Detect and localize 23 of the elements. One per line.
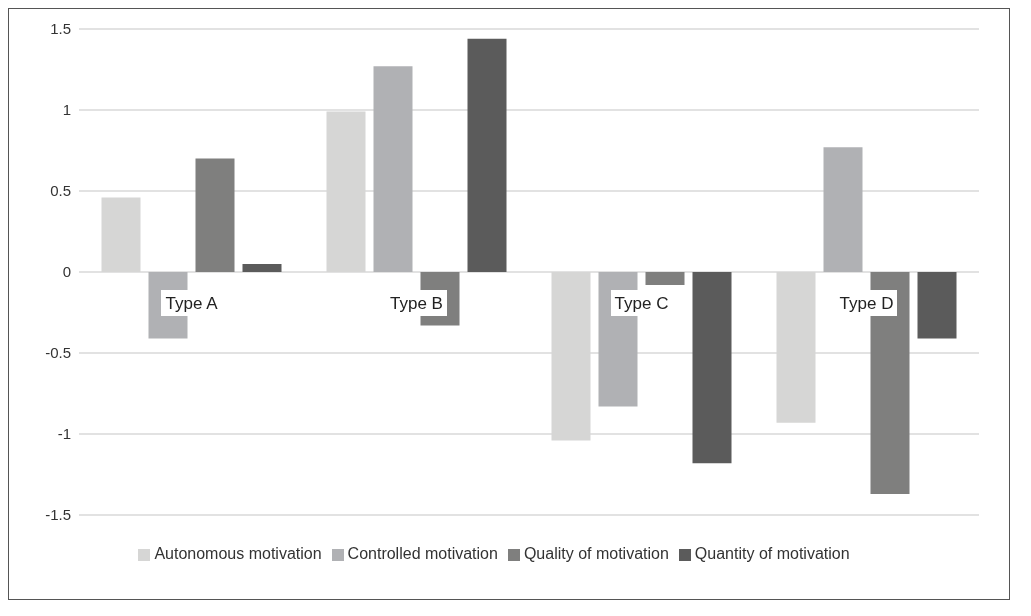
bar	[467, 38, 507, 272]
x-tick-label: Type C	[614, 294, 669, 313]
bar	[373, 66, 413, 272]
bar	[692, 272, 732, 464]
y-tick-label: 0	[62, 263, 71, 281]
legend-label: Controlled motivation	[347, 545, 498, 562]
bar	[195, 158, 235, 272]
y-tick-label: 1	[62, 101, 71, 119]
legend-label: Quantity of motivation	[694, 545, 850, 562]
y-tick-label: -0.5	[45, 344, 71, 362]
y-tick-label: -1.5	[45, 506, 71, 524]
legend-label: Quality of motivation	[523, 545, 669, 562]
bar	[242, 263, 282, 272]
y-tick-label: -1	[57, 425, 71, 443]
y-tick-label: 1.5	[50, 20, 71, 38]
bar	[823, 147, 863, 272]
x-tick-label: Type B	[390, 294, 443, 313]
legend-label: Autonomous motivation	[154, 545, 322, 562]
y-tick-label: 0.5	[50, 182, 71, 200]
x-tick-label: Type D	[839, 294, 894, 313]
x-tick-label: Type A	[165, 294, 219, 313]
bar	[645, 272, 685, 285]
bar	[917, 272, 957, 339]
